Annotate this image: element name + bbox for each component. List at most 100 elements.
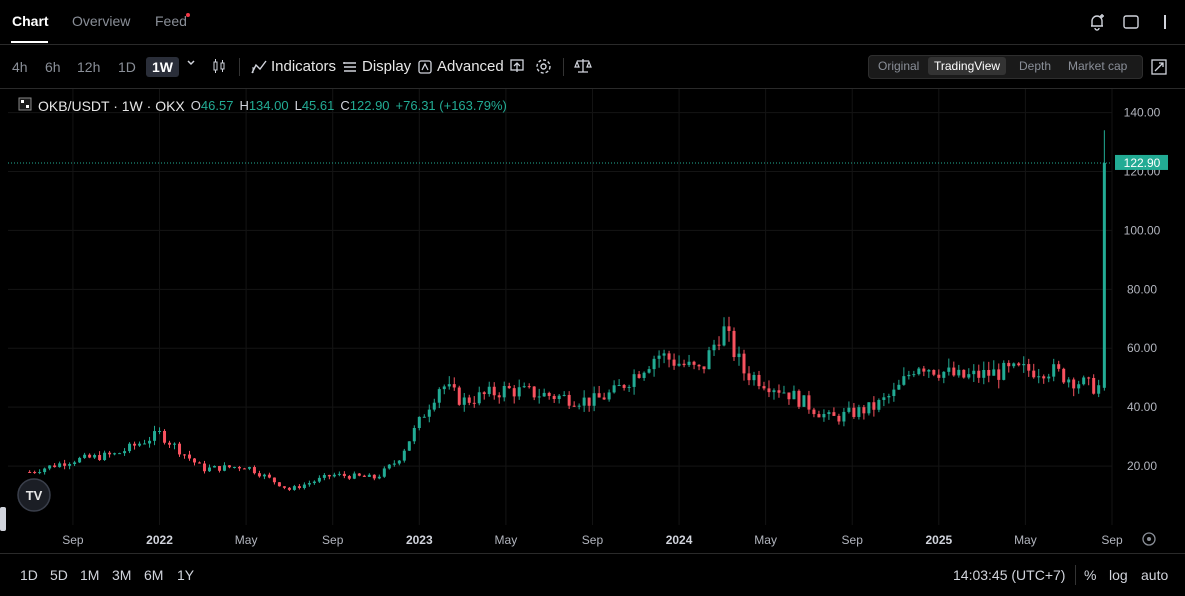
legend-open: O46.57 — [190, 98, 234, 113]
candle-body — [787, 392, 791, 400]
candle-body — [472, 402, 476, 404]
candle-body — [632, 374, 636, 387]
candle-body — [527, 386, 531, 388]
candle-body — [1042, 376, 1046, 379]
candle-body — [832, 412, 836, 416]
interval-4h[interactable]: 4h — [12, 59, 28, 75]
range-3m[interactable]: 3M — [112, 567, 132, 583]
view-depth[interactable]: Depth — [1019, 59, 1052, 73]
x-tick-label: 2025 — [925, 533, 952, 547]
candle-body — [1002, 362, 1006, 380]
display-icon — [343, 61, 356, 72]
candle-body — [477, 392, 481, 404]
candle-type-icon[interactable] — [211, 58, 227, 74]
candle-body — [857, 407, 861, 417]
x-tick-label: Sep — [62, 533, 84, 547]
candle-body — [482, 392, 486, 395]
display-label: Display — [362, 58, 412, 75]
candle-body — [83, 454, 87, 458]
range-6m[interactable]: 6M — [144, 567, 164, 583]
candle-body — [707, 350, 711, 370]
advanced-button[interactable]: Advanced — [417, 58, 504, 75]
candle-body — [148, 440, 152, 444]
candle-body — [567, 394, 571, 406]
interval-12h[interactable]: 12h — [77, 59, 101, 75]
indicators-button[interactable]: Indicators — [251, 58, 336, 75]
display-button[interactable]: Display — [342, 58, 411, 75]
candle-body — [138, 443, 142, 446]
settings-icon[interactable] — [535, 58, 552, 75]
tab-feed[interactable]: Feed — [155, 13, 187, 29]
view-market-cap[interactable]: Market cap — [1068, 59, 1128, 73]
candle-body — [612, 385, 616, 393]
candle-body — [827, 412, 831, 415]
candle-body — [872, 402, 876, 410]
candle-body — [977, 370, 981, 378]
candle-body — [242, 468, 246, 470]
candle-body — [93, 455, 97, 458]
candle-body — [572, 405, 576, 407]
candle-body — [1032, 370, 1036, 378]
candle-body — [227, 465, 231, 468]
range-5d[interactable]: 5D — [50, 567, 68, 583]
chevron-down-icon[interactable] — [186, 58, 196, 68]
toolbar-divider-2 — [563, 58, 564, 76]
candle-body — [767, 388, 771, 393]
candle-body — [247, 467, 251, 469]
percent-toggle[interactable]: % — [1084, 567, 1097, 583]
candle-body — [212, 465, 216, 468]
bottom-divider — [1075, 565, 1076, 585]
more-icon[interactable] — [1155, 12, 1175, 32]
candle-body — [1052, 364, 1056, 377]
candle-body — [727, 326, 731, 331]
fullscreen-icon[interactable] — [1151, 59, 1167, 75]
last-price-tag — [1115, 154, 1168, 170]
candle-body — [912, 374, 916, 376]
range-1y[interactable]: 1Y — [177, 567, 195, 583]
y-tick-label: 100.00 — [1124, 223, 1161, 237]
legend-close: C122.90 — [340, 98, 390, 113]
range-1d[interactable]: 1D — [20, 567, 38, 583]
candle-body — [183, 454, 187, 456]
candle-body — [502, 385, 506, 398]
auto-toggle[interactable]: auto — [1141, 567, 1169, 583]
candle-body — [822, 414, 826, 418]
interval-6h[interactable]: 6h — [45, 59, 61, 75]
candle-body — [677, 363, 681, 366]
candle-body — [257, 473, 261, 477]
compare-icon[interactable] — [574, 58, 592, 74]
candle-body — [602, 397, 606, 400]
candles-layer — [28, 130, 1106, 492]
candle-body — [587, 397, 591, 406]
time-axis: Sep 2022 May Sep 2023 May Sep 2024 May Sep 2025 May… — [62, 533, 1123, 547]
interval-1d[interactable]: 1D — [118, 59, 136, 75]
candle-body — [797, 390, 801, 407]
log-toggle[interactable]: log — [1109, 567, 1128, 583]
x-tick-label: Sep — [582, 533, 604, 547]
candle-body — [792, 390, 796, 400]
tab-chart[interactable]: Chart — [12, 13, 49, 29]
alert-bell-icon[interactable] — [1087, 12, 1107, 32]
tab-overview[interactable]: Overview — [72, 13, 131, 29]
candle-body — [332, 474, 336, 477]
candle-body — [817, 414, 821, 418]
layout-icon[interactable] — [1121, 12, 1141, 32]
candle-body — [662, 353, 666, 356]
timezone-clock[interactable]: 14:03:45 (UTC+7) — [953, 567, 1066, 583]
candle-body — [1007, 362, 1011, 367]
candle-body — [617, 385, 621, 387]
candle-body — [143, 443, 147, 445]
chart-settings-icon — [1142, 532, 1156, 546]
view-tradingview[interactable]: TradingView — [928, 57, 1007, 75]
candle-body — [627, 386, 631, 388]
range-1m[interactable]: 1M — [80, 567, 100, 583]
candle-body — [722, 326, 726, 346]
interval-1w[interactable]: 1W — [146, 57, 179, 77]
replay-icon[interactable] — [509, 58, 525, 74]
candle-body — [38, 472, 42, 474]
candle-body — [842, 411, 846, 422]
candle-body — [752, 374, 756, 381]
view-original[interactable]: Original — [878, 59, 920, 73]
x-tick-label: May — [754, 533, 777, 547]
